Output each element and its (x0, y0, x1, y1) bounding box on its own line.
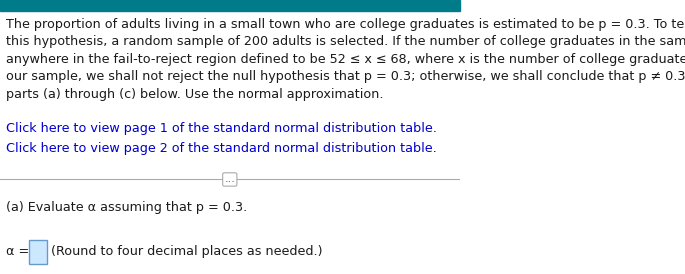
Text: Click here to view page 2 of the standard normal distribution table.: Click here to view page 2 of the standar… (6, 142, 437, 155)
Text: The proportion of adults living in a small town who are college graduates is est: The proportion of adults living in a sma… (6, 18, 685, 101)
FancyBboxPatch shape (29, 240, 47, 264)
Bar (0, 0, 460, 11)
Text: Click here to view page 1 of the standard normal distribution table.: Click here to view page 1 of the standar… (6, 122, 437, 135)
Text: ...: ... (225, 175, 235, 184)
Text: (Round to four decimal places as needed.): (Round to four decimal places as needed.… (51, 245, 323, 258)
Text: (a) Evaluate α assuming that p = 0.3.: (a) Evaluate α assuming that p = 0.3. (6, 201, 247, 214)
Text: α =: α = (6, 245, 29, 258)
